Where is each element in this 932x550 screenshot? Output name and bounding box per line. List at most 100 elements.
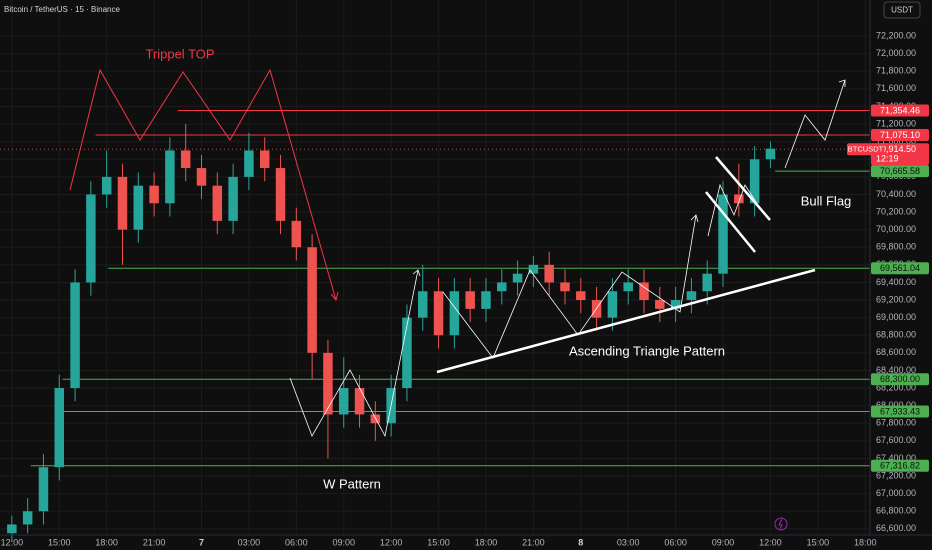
candle-body: [686, 291, 697, 301]
candle-body: [418, 291, 428, 318]
candle-body: [544, 264, 554, 283]
x-tick-label: 15:00: [427, 537, 450, 547]
flag-upper: [715, 156, 771, 221]
candle-body: [180, 150, 191, 169]
flag-lower: [705, 191, 756, 253]
annotation: Ascending Triangle Pattern: [569, 343, 725, 358]
x-tick-label: 7: [199, 537, 204, 547]
candle-body: [607, 291, 618, 318]
y-tick-label: 69,800.00: [876, 242, 916, 252]
flag-zigzag: [707, 183, 759, 237]
y-tick-label: 71,800.00: [876, 66, 916, 76]
x-tick-label: 03:00: [238, 537, 261, 547]
level-tag: [871, 373, 929, 386]
x-tick-label: 21:00: [143, 537, 166, 547]
y-tick-label: 71,600.00: [876, 83, 916, 93]
level-label: 70,665.58: [880, 166, 920, 176]
candle-body: [639, 282, 649, 301]
symbol-tag: [847, 143, 884, 156]
x-tick-label: 8: [578, 537, 583, 547]
y-tick-label: 69,200.00: [876, 294, 916, 304]
candle-body: [370, 414, 381, 424]
y-tick-label: 69,000.00: [876, 312, 916, 322]
candle-body: [291, 220, 302, 248]
drawings: [69, 68, 846, 438]
arrow-head: [838, 79, 846, 87]
x-tick-label: 09:00: [712, 537, 735, 547]
y-tick-label: 68,000.00: [876, 400, 916, 410]
annotation: Trippel TOP: [145, 46, 214, 61]
candle-body: [433, 291, 444, 336]
y-tick-label: 67,600.00: [876, 435, 916, 445]
candle-body: [528, 264, 539, 274]
candle-body: [7, 524, 17, 534]
price-label: 70,914.50: [876, 144, 916, 154]
level-label: 71,354.46: [880, 105, 920, 115]
projection: [784, 79, 846, 169]
price-axis: 66,600.00 66,800.00 67,000.00 67,200.00 67,4…: [871, 30, 929, 533]
candle-body: [212, 185, 223, 221]
candle-body: [323, 352, 333, 415]
x-tick-label: 12:00: [759, 537, 782, 547]
candle-body: [497, 282, 507, 292]
x-tick-label: 09:00: [332, 537, 355, 547]
candle-body: [70, 282, 80, 389]
candle-body: [54, 388, 65, 468]
y-tick-label: 68,400.00: [876, 365, 916, 375]
y-tick-label: 70,400.00: [876, 189, 916, 199]
y-tick-label: 67,400.00: [876, 453, 916, 463]
candle-body: [275, 168, 286, 221]
y-tick-label: 69,400.00: [876, 277, 916, 287]
candle-body: [22, 511, 33, 525]
symbol-label: BTCUSDT: [848, 145, 884, 154]
price-tag: [871, 143, 929, 166]
x-tick-label: 06:00: [664, 537, 687, 547]
candle-body: [655, 300, 665, 309]
event-icon-bolt: [778, 518, 783, 530]
y-tick-label: 70,000.00: [876, 224, 916, 234]
candle-body: [718, 194, 728, 274]
level-label: 68,300.00: [880, 374, 920, 384]
candle-body: [38, 467, 49, 512]
candle-body: [196, 168, 207, 186]
y-tick-label: 66,600.00: [876, 523, 916, 533]
x-tick-label: 18:00: [95, 537, 118, 547]
y-tick-label: 67,800.00: [876, 418, 916, 428]
arrow-head: [330, 291, 339, 302]
currency[interactable]: USDT: [891, 6, 913, 15]
y-tick-label: 67,200.00: [876, 470, 916, 480]
level-tag: [871, 405, 929, 418]
event-icon[interactable]: [774, 517, 788, 531]
annotation: Bull Flag: [801, 193, 852, 208]
level-tag: [871, 459, 929, 472]
x-tick-label: 15:00: [48, 537, 71, 547]
x-tick-label: 21:00: [522, 537, 545, 547]
y-tick-label: 71,200.00: [876, 118, 916, 128]
x-tick-label: 06:00: [285, 537, 308, 547]
candle-body: [402, 317, 412, 389]
level-label: 71,075.10: [880, 130, 920, 140]
level-label: 67,316.82: [880, 461, 920, 471]
candle-body: [117, 176, 128, 230]
candle-body: [354, 388, 365, 415]
y-tick-label: 68,600.00: [876, 347, 916, 357]
currency-box[interactable]: [883, 1, 921, 19]
candle-body: [749, 159, 760, 204]
level-tag: [871, 129, 929, 142]
candle-body: [512, 273, 523, 283]
w-pattern-drawing: [289, 269, 419, 438]
candle-body: [101, 176, 112, 195]
level-label: 67,933.43: [880, 406, 920, 416]
x-tick-label: 15:00: [807, 537, 830, 547]
candle-body: [481, 291, 491, 309]
candle-body: [465, 291, 475, 309]
y-tick-label: 68,200.00: [876, 382, 916, 392]
levels: [0, 109, 870, 467]
level-tag: [871, 104, 929, 117]
x-tick-label: 03:00: [617, 537, 640, 547]
x-tick-label: 12:00: [380, 537, 403, 547]
candle-body: [449, 291, 460, 336]
candle-body: [623, 282, 633, 292]
candle-body: [244, 150, 254, 177]
